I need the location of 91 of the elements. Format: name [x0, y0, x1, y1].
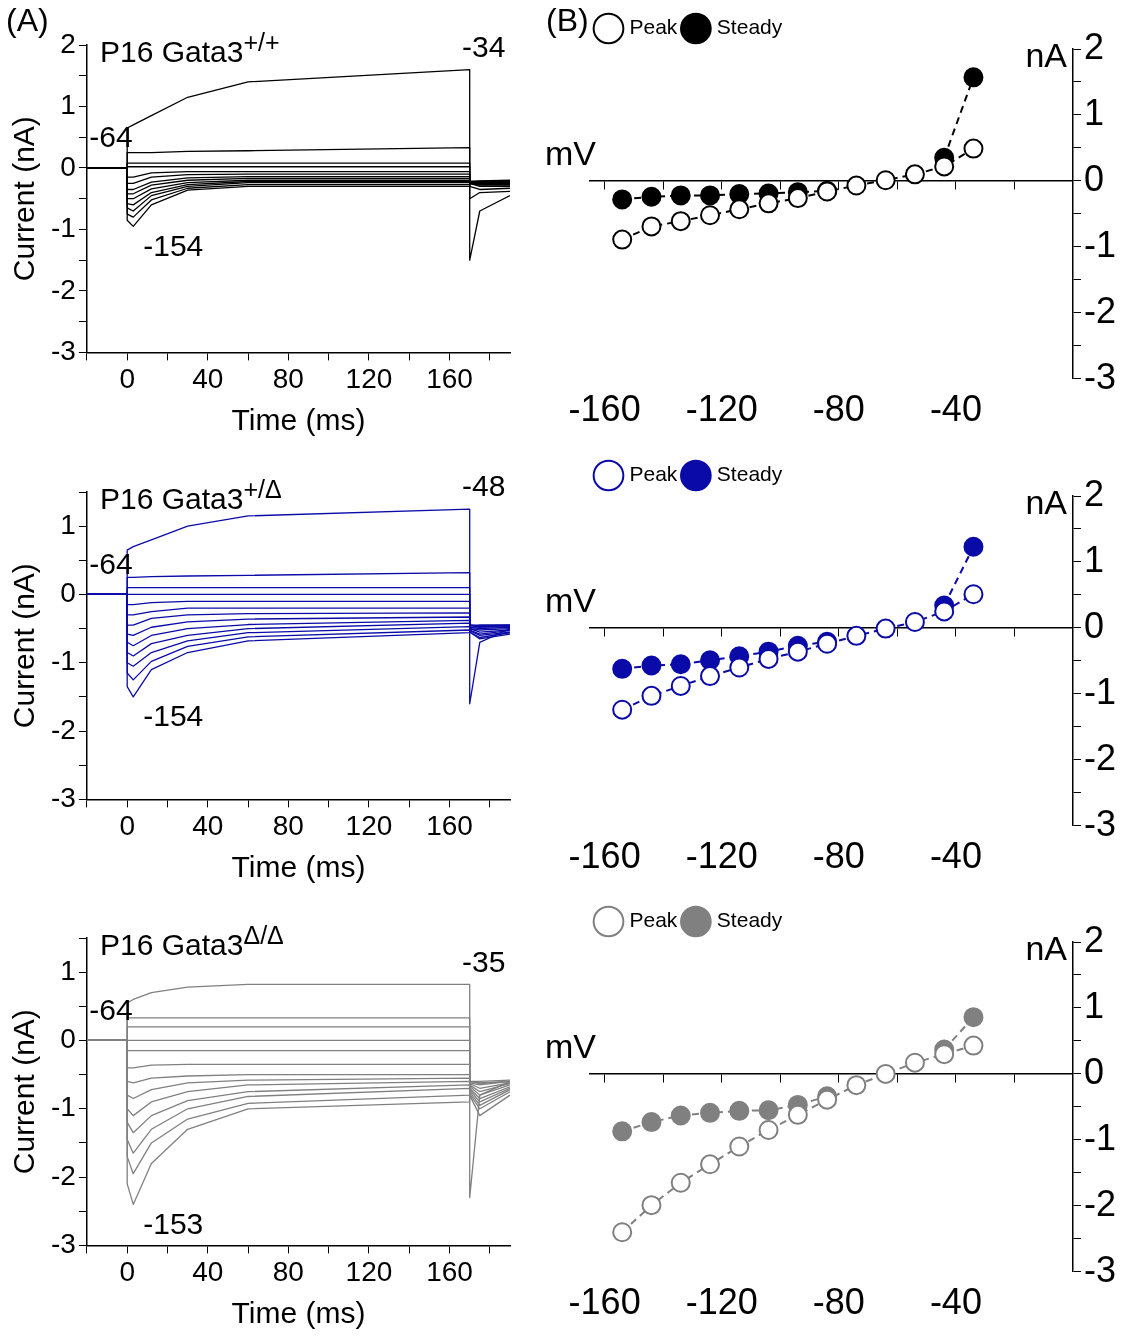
- y-tick-label: -1: [50, 645, 76, 677]
- legend-label: Steady: [716, 461, 783, 485]
- y-tick-label: -1: [50, 1091, 76, 1123]
- y-tick-label: 0: [1083, 604, 1105, 646]
- y-axis-title: nA: [1025, 929, 1068, 968]
- x-tick-label: 0: [119, 809, 135, 841]
- x-axis-title: Time (ms): [231, 403, 366, 437]
- annotation: -64: [89, 993, 133, 1027]
- legend-label: Steady: [716, 908, 783, 932]
- y-axis-title: Current (nA): [7, 562, 41, 728]
- y-tick-label: 0: [60, 576, 76, 608]
- x-tick-label: 160: [426, 1256, 473, 1288]
- y-tick-label: -1: [50, 212, 76, 244]
- y-tick-label: -2: [50, 713, 76, 745]
- legend-label: Peak: [629, 908, 678, 932]
- y-tick-label: 1: [1083, 985, 1105, 1027]
- x-tick-label: -40: [929, 834, 982, 876]
- x-tick-label: 40: [192, 1256, 224, 1288]
- y-tick-label: 1: [1083, 91, 1105, 133]
- chart-title: P16 Gata3$^{+/+}$: [100, 28, 280, 69]
- annotation: -154: [143, 228, 204, 262]
- y-axis-title: nA: [1025, 483, 1068, 522]
- y-tick-label: -3: [1083, 355, 1117, 397]
- legend-label: Steady: [716, 15, 783, 39]
- x-axis-title: mV: [545, 134, 597, 173]
- x-tick-label: 0: [119, 1256, 135, 1288]
- y-tick-label: -2: [50, 273, 76, 305]
- y-tick-label: -2: [1083, 289, 1117, 331]
- legend-label: Peak: [629, 461, 678, 485]
- y-tick-label: 1: [60, 508, 76, 540]
- annotation: -154: [143, 698, 204, 732]
- x-tick-label: 80: [272, 1256, 304, 1288]
- x-tick-label: 120: [345, 362, 393, 394]
- x-tick-label: -160: [568, 834, 641, 876]
- x-tick-label: 120: [345, 809, 393, 841]
- y-axis-title: nA: [1025, 36, 1068, 75]
- y-tick-label: 1: [60, 89, 76, 121]
- y-tick-label: -2: [1083, 736, 1117, 778]
- y-tick-label: -3: [50, 781, 76, 813]
- text: (B): [546, 1, 589, 38]
- x-tick-label: -40: [929, 388, 982, 430]
- x-tick-label: 80: [272, 362, 304, 394]
- y-tick-label: 0: [1083, 157, 1105, 199]
- chart-title: P16 Gata3$^{+/Δ}$: [100, 474, 282, 516]
- y-tick-label: -1: [1083, 670, 1117, 712]
- y-tick-label: 0: [60, 1023, 76, 1055]
- y-tick-label: 1: [1083, 538, 1105, 580]
- y-tick-label: -2: [1083, 1183, 1117, 1225]
- x-tick-label: 120: [345, 1256, 393, 1288]
- x-tick-label: -80: [812, 1281, 865, 1323]
- annotation: -153: [143, 1206, 204, 1240]
- y-tick-label: 2: [1083, 25, 1105, 67]
- x-tick-label: 80: [272, 809, 304, 841]
- x-tick-label: -120: [685, 1281, 758, 1323]
- y-tick-label: 2: [60, 27, 76, 59]
- x-tick-label: -160: [568, 388, 641, 430]
- chart-title: P16 Gata3$^{Δ/Δ}$: [100, 921, 284, 963]
- x-tick-label: -40: [929, 1281, 982, 1323]
- x-tick-label: 160: [426, 809, 473, 841]
- y-tick-label: -3: [50, 1228, 76, 1260]
- x-axis-title: Time (ms): [231, 849, 366, 883]
- x-tick-label: 0: [119, 362, 135, 394]
- y-tick-label: 2: [1083, 472, 1105, 514]
- x-axis-title: mV: [545, 1027, 597, 1066]
- y-tick-label: 2: [1083, 919, 1105, 961]
- y-tick-label: -1: [1083, 223, 1117, 265]
- y-axis-title: Current (nA): [7, 1009, 41, 1175]
- y-tick-label: 1: [60, 955, 76, 987]
- x-axis-title: Time (ms): [231, 1296, 366, 1330]
- text: (A): [6, 1, 49, 38]
- x-tick-label: -80: [812, 388, 865, 430]
- y-tick-label: 0: [1083, 1051, 1105, 1093]
- x-tick-label: 160: [426, 362, 473, 394]
- x-tick-label: 40: [192, 809, 224, 841]
- x-tick-label: -120: [685, 388, 758, 430]
- annotation: -34: [462, 29, 506, 63]
- y-tick-label: -3: [1083, 1249, 1117, 1291]
- x-tick-label: -160: [568, 1281, 641, 1323]
- x-tick-label: 40: [192, 362, 224, 394]
- y-axis-title: Current (nA): [7, 116, 41, 282]
- y-tick-label: -3: [1083, 802, 1117, 844]
- y-tick-label: 0: [60, 150, 76, 182]
- x-tick-label: -80: [812, 834, 865, 876]
- y-tick-label: -1: [1083, 1117, 1117, 1159]
- annotation: -48: [462, 469, 506, 502]
- annotation: -35: [462, 945, 506, 979]
- y-tick-label: -3: [50, 335, 76, 367]
- x-tick-label: -120: [685, 834, 758, 876]
- legend-label: Peak: [629, 15, 678, 39]
- x-axis-title: mV: [545, 580, 597, 619]
- y-tick-label: -2: [50, 1160, 76, 1192]
